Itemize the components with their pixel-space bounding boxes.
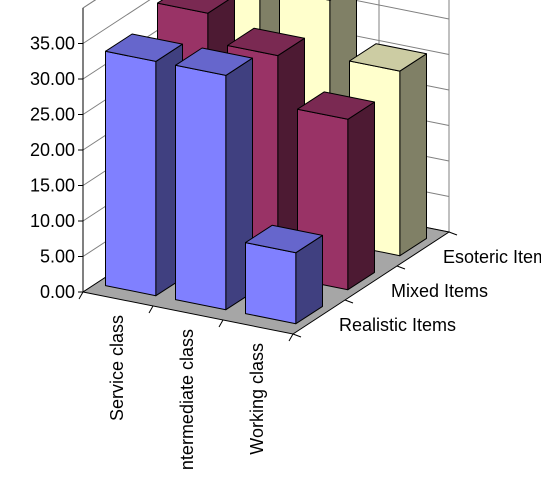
category-label: Service class <box>107 315 127 421</box>
x-tick-mark <box>78 291 84 300</box>
bar <box>175 47 253 311</box>
depth-tick-mark <box>448 231 458 236</box>
y-tick-label: 15.00 <box>30 176 75 196</box>
bar-side-face <box>347 101 375 291</box>
bar-front-face <box>105 50 157 297</box>
bar-top-face <box>245 224 323 254</box>
series-label: Realistic Items <box>339 315 456 335</box>
bar-top-face <box>227 27 305 57</box>
y-tick-label: 20.00 <box>30 140 75 160</box>
category-label: Working class <box>247 343 267 455</box>
bar-top-face <box>105 33 183 62</box>
chart-labels: 0.00 5.00 10.00 15.00 20.00 25.00 30.00 35.00 Se… <box>30 34 541 471</box>
series-label: Esoteric Items <box>443 247 541 267</box>
depth-tick-mark <box>396 265 406 270</box>
depth-tick-mark <box>344 299 354 304</box>
y-tick-label: 35.00 <box>30 34 75 54</box>
y-tick-label: 0.00 <box>40 282 75 302</box>
x-tick-mark <box>288 333 294 342</box>
bar-top-face <box>297 91 375 120</box>
chart-bars <box>105 0 427 325</box>
bar-top-face <box>349 43 427 72</box>
bar-side-face <box>399 53 427 257</box>
bar <box>105 33 183 297</box>
bar-front-face <box>245 242 297 325</box>
bar-front-face <box>175 64 227 311</box>
x-tick-mark <box>218 319 224 328</box>
y-tick-label: 25.00 <box>30 105 75 125</box>
series-label: Mixed Items <box>391 281 488 301</box>
x-tick-mark <box>148 305 154 314</box>
bar <box>245 224 323 325</box>
y-tick-label: 5.00 <box>40 247 75 267</box>
category-label: ntermediate class <box>177 329 197 470</box>
y-tick-label: 30.00 <box>30 69 75 89</box>
gridline <box>82 0 151 44</box>
bar-top-face <box>157 0 230 14</box>
depth-tick-mark <box>292 333 302 338</box>
bar-top-face <box>175 47 253 76</box>
y-tick-label: 10.00 <box>30 211 75 231</box>
